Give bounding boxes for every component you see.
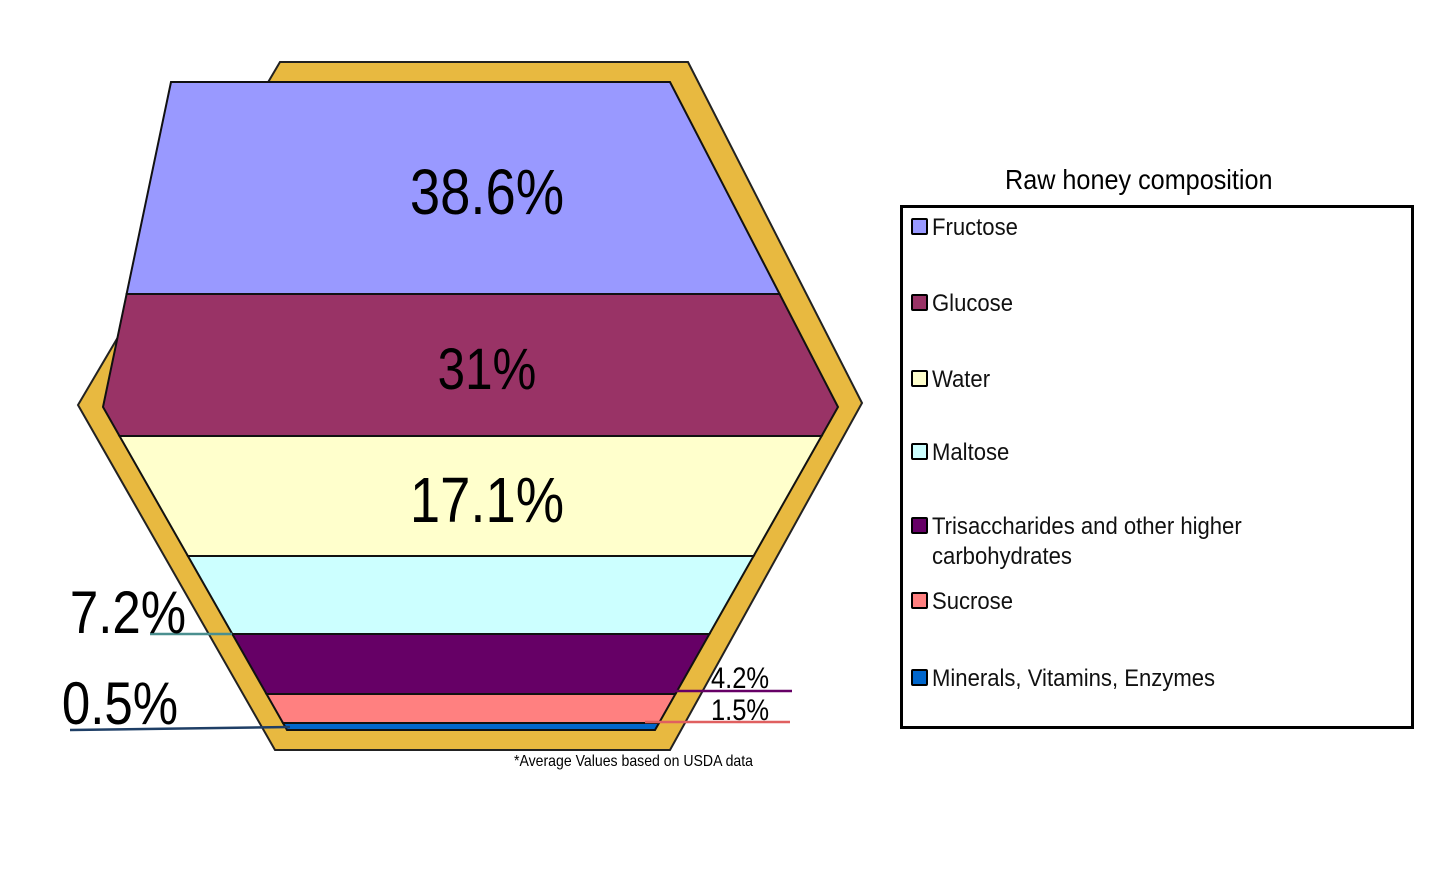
- legend-swatch: [911, 669, 928, 686]
- legend-item-glucose: Glucose: [911, 289, 1292, 319]
- legend-swatch: [911, 517, 928, 534]
- data-label-maltose: 7.2%: [70, 579, 186, 646]
- legend-title: Raw honey composition: [1005, 164, 1273, 195]
- legend-swatch: [911, 294, 928, 311]
- legend-item-fructose: Fructose: [911, 213, 1292, 243]
- data-label-minerals: 0.5%: [62, 670, 178, 737]
- legend-label: Maltose: [932, 439, 1010, 466]
- legend-item-sucrose: Sucrose: [911, 587, 1292, 617]
- legend-item-water: Water: [911, 365, 1292, 395]
- legend-label: Sucrose: [932, 588, 1014, 615]
- segment-maltose: [186, 555, 756, 635]
- footnote: *Average Values based on USDA data: [514, 753, 754, 770]
- legend: Fructose Glucose Water Maltose Trisaccharide…: [900, 205, 1414, 729]
- legend-swatch: [911, 443, 928, 460]
- data-label-trisaccharides: 4.2%: [711, 661, 769, 694]
- segments-layer: [101, 81, 840, 731]
- segment-minerals-vitamins-enzymes: [281, 722, 661, 731]
- segment-trisaccharides-and-other-higher-carbohydrates: [230, 633, 712, 695]
- leader-line-minerals: [69, 725, 291, 732]
- legend-swatch: [911, 218, 928, 235]
- labels-layer: 38.6% 31% 17.1% 7.2% 4.2%1.5% 0.5%: [62, 156, 792, 737]
- legend-item-maltose: Maltose: [911, 438, 1292, 468]
- legend-label: Glucose: [932, 290, 1014, 317]
- legend-label: Fructose: [932, 214, 1018, 241]
- legend-swatch: [911, 370, 928, 387]
- data-label-sucrose: 1.5%: [711, 693, 769, 726]
- legend-label: Minerals, Vitamins, Enzymes: [932, 665, 1216, 692]
- legend-item-minerals-vitamins-enzymes: Minerals, Vitamins, Enzymes: [911, 664, 1292, 694]
- legend-label: Water: [932, 366, 991, 393]
- legend-swatch: [911, 592, 928, 609]
- data-label-glucose: 31%: [438, 337, 537, 402]
- legend-label: Trisaccharides and other higher carbohyd…: [932, 513, 1242, 570]
- data-label-water: 17.1%: [410, 464, 564, 536]
- data-label-fructose: 38.6%: [410, 156, 564, 228]
- legend-item-trisaccharides-and-other-higher-carbohydrates: Trisaccharides and other higher carbohyd…: [911, 512, 1292, 572]
- segment-sucrose: [264, 693, 678, 724]
